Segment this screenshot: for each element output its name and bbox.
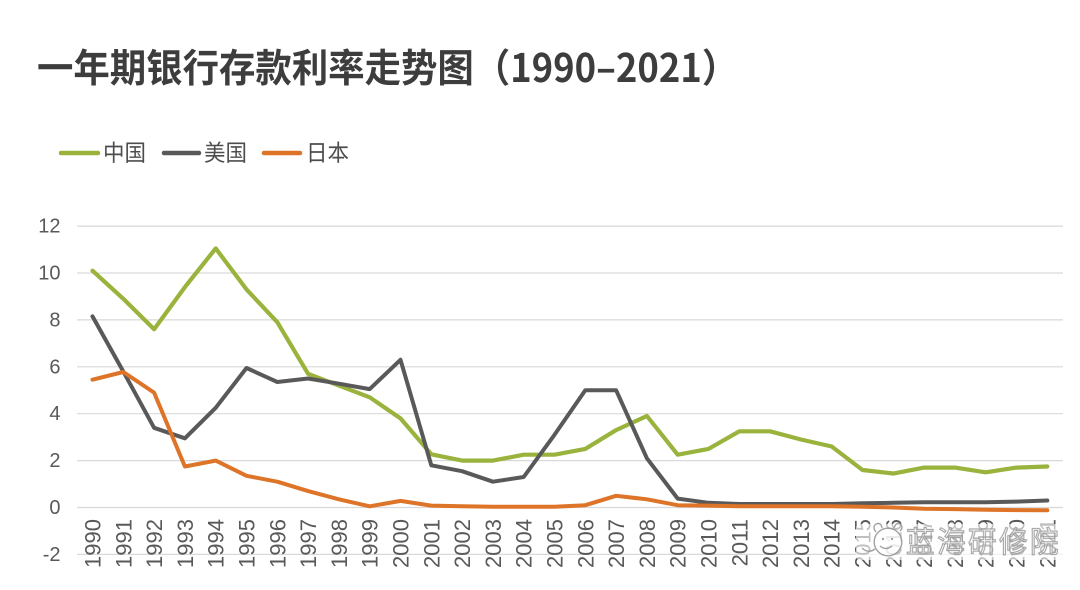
svg-text:0: 0: [49, 497, 60, 519]
svg-text:2003: 2003: [481, 519, 506, 568]
svg-text:2009: 2009: [666, 519, 691, 568]
svg-text:2008: 2008: [635, 519, 660, 568]
svg-text:4: 4: [49, 403, 60, 425]
svg-text:10: 10: [38, 263, 60, 285]
svg-text:2010: 2010: [697, 519, 722, 568]
svg-text:1999: 1999: [358, 519, 383, 568]
svg-text:-2: -2: [43, 544, 61, 566]
svg-text:1990: 1990: [81, 519, 106, 568]
svg-text:8: 8: [49, 309, 60, 331]
svg-text:6: 6: [49, 356, 60, 378]
svg-text:1995: 1995: [235, 519, 260, 568]
svg-text:12: 12: [38, 216, 60, 238]
svg-text:2013: 2013: [789, 519, 814, 568]
svg-text:1993: 1993: [173, 519, 198, 568]
svg-text:1996: 1996: [265, 519, 290, 568]
svg-text:2001: 2001: [419, 519, 444, 568]
svg-text:2011: 2011: [727, 519, 752, 566]
svg-text:2005: 2005: [543, 519, 568, 568]
svg-text:2012: 2012: [758, 519, 783, 568]
svg-text:2000: 2000: [389, 519, 414, 568]
svg-text:2004: 2004: [512, 519, 537, 568]
svg-text:1998: 1998: [327, 519, 352, 568]
svg-text:2006: 2006: [573, 519, 598, 568]
svg-text:2: 2: [49, 450, 60, 472]
svg-text:1994: 1994: [204, 519, 229, 568]
svg-text:1992: 1992: [142, 519, 167, 568]
svg-text:2014: 2014: [820, 519, 845, 568]
svg-text:1991: 1991: [111, 519, 136, 568]
svg-text:1997: 1997: [296, 519, 321, 568]
svg-text:2007: 2007: [604, 519, 629, 568]
svg-text:2002: 2002: [450, 519, 475, 568]
